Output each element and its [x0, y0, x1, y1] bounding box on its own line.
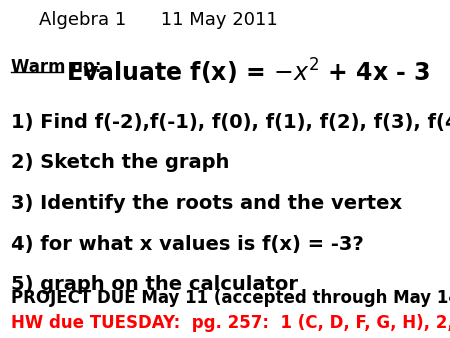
Text: Algebra 1      11 May 2011: Algebra 1 11 May 2011 — [39, 11, 278, 29]
Text: HW due TUESDAY:  pg. 257:  1 (C, D, F, G, H), 2, 12: HW due TUESDAY: pg. 257: 1 (C, D, F, G, … — [11, 314, 450, 332]
Text: Warm up:: Warm up: — [11, 58, 101, 76]
Text: 5) graph on the calculator: 5) graph on the calculator — [11, 275, 298, 294]
Text: 2) Sketch the graph: 2) Sketch the graph — [11, 153, 229, 172]
Text: 3) Identify the roots and the vertex: 3) Identify the roots and the vertex — [11, 194, 402, 213]
Text: 4) for what x values is f(x) = -3?: 4) for what x values is f(x) = -3? — [11, 235, 364, 254]
Text: Evaluate f(x) = $-x^2$ + 4x - 3: Evaluate f(x) = $-x^2$ + 4x - 3 — [66, 56, 430, 87]
Text: PROJECT DUE May 11 (accepted through May 14): PROJECT DUE May 11 (accepted through May… — [11, 289, 450, 307]
Text: 1) Find f(-2),f(-1), f(0), f(1), f(2), f(3), f(4): 1) Find f(-2),f(-1), f(0), f(1), f(2), f… — [11, 113, 450, 132]
